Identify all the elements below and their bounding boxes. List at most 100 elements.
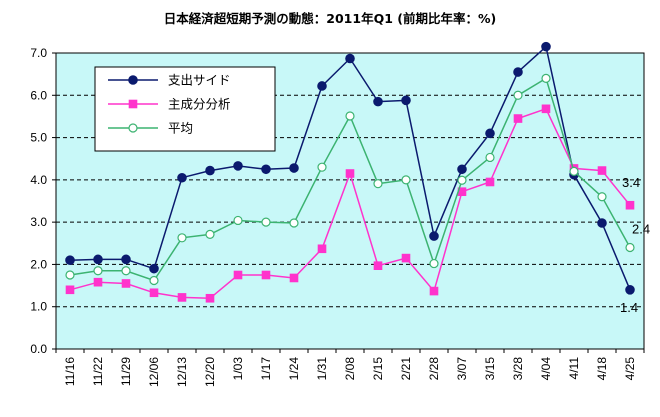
series-1 — [65, 41, 635, 295]
legend-label: 主成分分析 — [168, 97, 231, 112]
data-point — [65, 285, 75, 295]
data-point — [149, 263, 159, 274]
y-tick-label: 2.0 — [30, 257, 47, 271]
data-point — [121, 279, 131, 288]
data-point — [541, 73, 551, 83]
data-point — [373, 261, 383, 270]
series-layer — [65, 41, 635, 303]
x-tick-label: 12/13 — [175, 357, 189, 387]
x-tick-label: 1/31 — [315, 357, 329, 381]
y-tick-label: 1.0 — [30, 300, 47, 314]
series-3 — [65, 73, 635, 286]
annotation-label: 1.4 — [620, 300, 638, 315]
x-tick-label: 2/21 — [399, 357, 413, 381]
data-point — [149, 288, 159, 298]
data-point — [205, 165, 215, 176]
chart-title: 日本経済超短期予測の動態：2011年Q1 (前期比年率：%) — [163, 11, 497, 26]
legend-box — [94, 66, 276, 152]
data-point — [205, 293, 215, 303]
x-tick-label: 1/24 — [287, 357, 301, 381]
legend-item: 主成分分析 — [108, 97, 231, 112]
data-point — [457, 175, 467, 185]
data-point — [233, 161, 243, 171]
data-point — [625, 285, 635, 295]
data-point — [317, 162, 327, 172]
data-point — [485, 177, 495, 187]
x-tick-label: 4/11 — [567, 357, 581, 380]
x-tick-label: 4/18 — [595, 357, 609, 381]
data-point — [625, 242, 635, 253]
x-tick-label: 11/22 — [91, 357, 105, 386]
data-point — [261, 270, 271, 280]
x-tick-label: 3/15 — [483, 357, 497, 381]
x-tick-label: 11/16 — [63, 357, 77, 386]
data-point — [401, 175, 411, 185]
data-point — [65, 270, 75, 280]
data-point — [597, 218, 607, 228]
legend-marker — [128, 123, 138, 133]
x-tick-label: 12/06 — [147, 357, 161, 387]
data-point — [541, 104, 551, 114]
data-point — [485, 128, 495, 139]
x-tick-label: 3/28 — [511, 357, 525, 381]
data-point — [121, 254, 131, 265]
data-point — [65, 255, 75, 266]
data-point — [289, 273, 299, 283]
data-point — [401, 95, 411, 106]
data-point — [457, 187, 467, 196]
data-point — [513, 67, 523, 77]
data-point — [93, 277, 103, 287]
data-point — [541, 41, 551, 52]
data-point — [177, 293, 187, 302]
legend-label: 支出サイド — [168, 73, 231, 88]
y-tick-label: 7.0 — [30, 46, 47, 60]
x-tick-label: 1/03 — [231, 357, 245, 381]
data-point — [429, 258, 439, 269]
y-tick-label: 3.0 — [30, 215, 47, 229]
data-point — [93, 266, 103, 276]
data-point — [317, 244, 327, 254]
data-point — [625, 200, 635, 210]
y-tick-label: 4.0 — [30, 173, 47, 187]
data-point — [513, 114, 523, 123]
data-point — [205, 229, 215, 240]
y-axis: 0.0 1.0 2.0 3.0 4.0 5.0 6.0 7.0 — [30, 46, 56, 356]
data-point — [373, 179, 383, 189]
legend-marker — [128, 75, 138, 85]
x-tick-label: 4/04 — [539, 357, 553, 381]
x-tick-label: 3/07 — [455, 357, 469, 381]
legend-label: 平均 — [168, 121, 193, 136]
x-tick-label: 11/29 — [119, 357, 133, 386]
series-2 — [65, 104, 635, 303]
data-point — [93, 254, 103, 265]
x-tick-label: 12/20 — [203, 357, 217, 387]
data-point — [289, 163, 299, 173]
data-point — [513, 90, 523, 100]
data-point — [233, 215, 243, 226]
data-point — [345, 111, 355, 121]
data-point — [233, 270, 243, 280]
data-point — [177, 172, 187, 183]
data-point — [401, 253, 411, 263]
x-tick-label: 2/15 — [371, 357, 385, 381]
y-tick-label: 6.0 — [30, 88, 47, 102]
legend-item: 支出サイド — [108, 73, 231, 88]
x-tick-label: 1/17 — [259, 357, 273, 381]
data-point — [261, 217, 271, 227]
data-point — [121, 266, 131, 276]
data-point — [345, 53, 355, 64]
y-tick-label: 5.0 — [30, 131, 47, 145]
x-tick-label: 2/28 — [427, 357, 441, 381]
data-point — [373, 96, 383, 107]
data-point — [261, 164, 271, 175]
annotations: 3.4 2.4 1.4 — [620, 175, 650, 315]
x-axis: 11/16 11/22 11/29 12/06 12/13 12/20 1/03 1/17 1/… — [55, 349, 645, 387]
data-point — [149, 275, 159, 286]
data-point — [457, 164, 467, 175]
data-point — [345, 169, 355, 178]
data-point — [597, 192, 607, 202]
legend-item: 平均 — [108, 121, 193, 136]
legend-marker — [128, 99, 138, 109]
